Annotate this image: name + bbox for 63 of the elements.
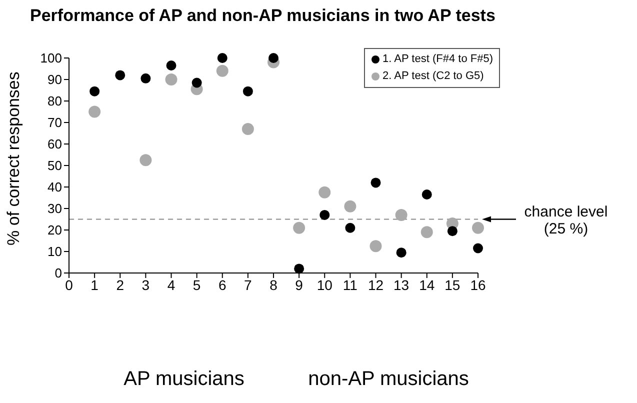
point [140, 73, 151, 84]
y-tick-label: 0 [54, 266, 62, 281]
x-tick-label: 7 [244, 276, 252, 293]
point [192, 78, 202, 88]
point [88, 106, 101, 118]
point [420, 226, 433, 238]
y-tick-label: 50 [48, 158, 62, 174]
x-tick-label: 2 [116, 276, 124, 293]
point [294, 264, 304, 274]
chart-title: Performance of AP and non-AP musicians in two AP tests [30, 6, 496, 26]
y-tick-label: 90 [48, 72, 62, 88]
x-tick-label: 8 [270, 276, 278, 293]
legend-label: 1. AP test (F#4 to F#5) [382, 52, 493, 67]
point [472, 222, 484, 234]
x-tick-label: 11 [342, 276, 358, 293]
y-axis-title: % of correct responses [4, 72, 24, 246]
x-tick-label: 6 [218, 276, 226, 293]
x-tick-label: 0 [65, 276, 74, 293]
point [345, 222, 356, 233]
text: non-AP musicians [307, 368, 470, 391]
point [166, 60, 176, 71]
point [447, 226, 458, 236]
x-tick-label: 16 [470, 276, 486, 293]
point [242, 122, 254, 135]
point [165, 74, 178, 86]
x-tick-label: 15 [444, 276, 460, 293]
point [115, 70, 126, 80]
x-tick-label: 10 [316, 276, 333, 293]
x-tick-label: 5 [192, 276, 201, 293]
point [216, 64, 228, 77]
point [395, 208, 408, 221]
y-tick-label: 20 [48, 222, 62, 238]
x-tick-label: 13 [394, 276, 410, 293]
x-tick-label: 4 [167, 276, 176, 293]
y-tick-label: 60 [48, 136, 62, 152]
point [293, 222, 306, 234]
x-tick-label: 3 [142, 276, 150, 293]
text: AP musicians [122, 368, 246, 391]
point [217, 53, 228, 63]
x-tick-label: 12 [368, 276, 384, 293]
y-tick-label: 10 [48, 244, 62, 260]
y-tick-label: 70 [48, 115, 62, 130]
point [396, 248, 406, 258]
ref-line-label: chance level (25 %) [524, 203, 608, 238]
point [140, 154, 152, 166]
x-tick-label: 14 [419, 276, 435, 293]
point [370, 178, 381, 188]
y-tick-label: 100 [40, 50, 62, 66]
y-tick-label: 40 [48, 180, 62, 195]
point [268, 53, 278, 63]
legend-label: 2. AP test (C2 to G5) [382, 69, 484, 84]
point [242, 86, 253, 96]
point [318, 186, 331, 198]
point [90, 86, 100, 96]
point [422, 190, 432, 200]
y-tick-label: 80 [48, 94, 62, 109]
x-tick-label: 1 [90, 276, 99, 293]
point [370, 240, 382, 252]
x-tick-label: 9 [295, 276, 304, 293]
point [320, 210, 330, 220]
point [473, 243, 483, 254]
y-tick-label: 30 [48, 201, 62, 216]
point [344, 200, 356, 212]
